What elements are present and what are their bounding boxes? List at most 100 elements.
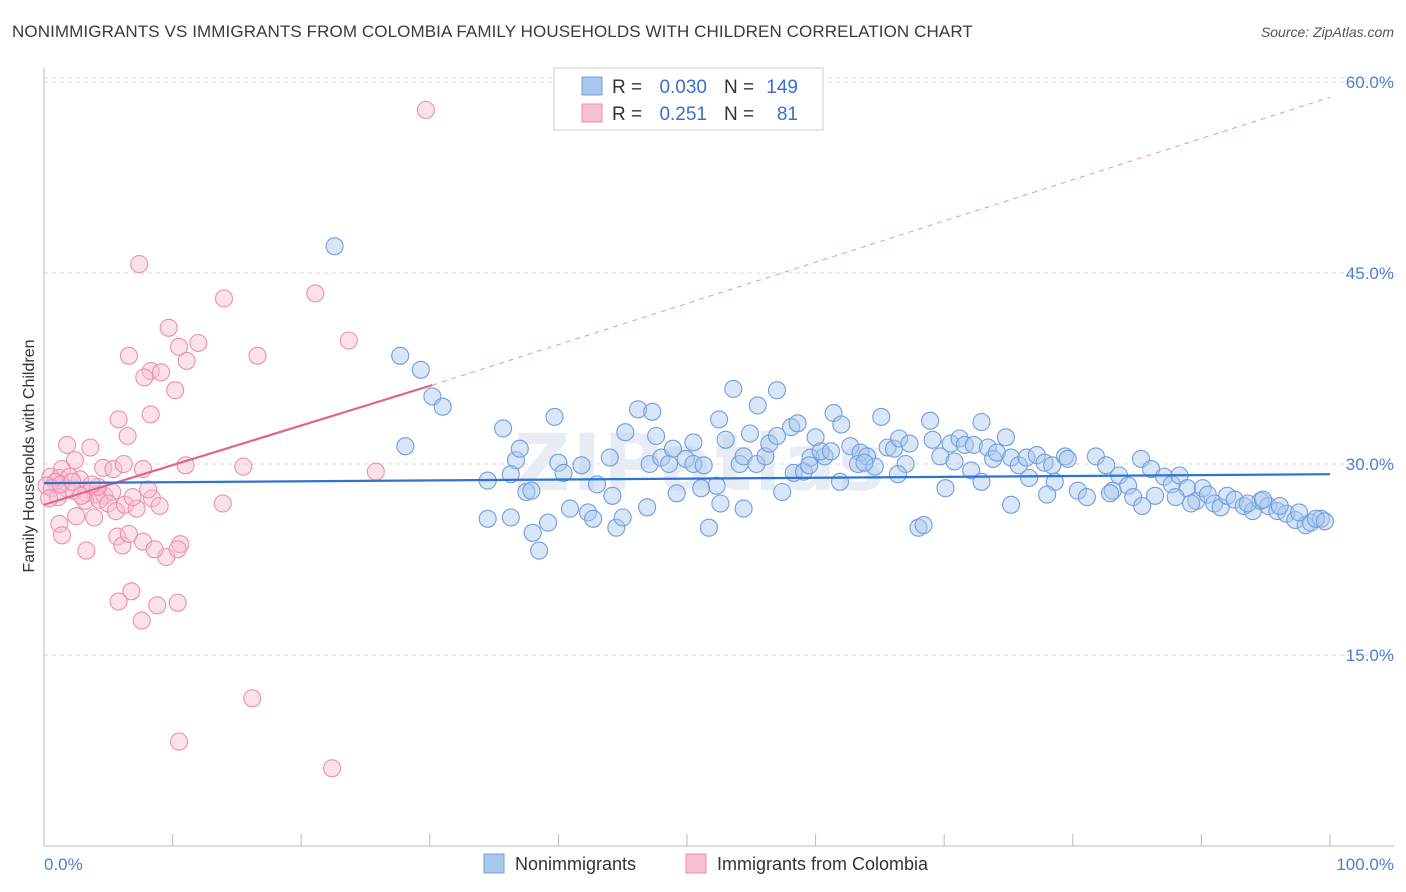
nonimmigrants-point <box>941 434 960 453</box>
nonimmigrants-point <box>1254 490 1273 509</box>
nonimmigrants-point <box>530 541 549 560</box>
nonimmigrants-point <box>506 451 526 470</box>
immigrants-colombia-point <box>130 255 149 274</box>
immigrants-colombia-point <box>109 592 128 611</box>
legend-n-value-1: 149 <box>766 77 798 98</box>
immigrants-colombia-point <box>243 689 262 708</box>
nonimmigrants-point <box>1211 498 1230 517</box>
immigrants-colombia-point <box>168 540 187 559</box>
bottom-legend-swatch-nonimmigrants <box>483 853 505 874</box>
nonimmigrants-point <box>1017 448 1036 467</box>
y-tick-label-15: 15.0% <box>1346 646 1394 665</box>
nonimmigrants-point <box>603 486 622 505</box>
immigrants-colombia-point <box>67 507 86 526</box>
y-tick-labels: 15.0% 30.0% 45.0% 60.0% <box>1346 73 1394 665</box>
nonimmigrants-point <box>629 400 648 419</box>
legend-r-value-2: 0.251 <box>659 104 707 125</box>
y-axis-title: Family Households with Children <box>21 340 38 573</box>
immigrants-colombia-point <box>81 438 100 457</box>
nonimmigrants-point <box>692 479 711 498</box>
nonimmigrants-point <box>1056 447 1075 466</box>
chart-title: NONIMMIGRANTS VS IMMIGRANTS FROM COLOMBI… <box>12 22 973 41</box>
immigrants-colombia-point <box>85 508 104 527</box>
nonimmigrants-point <box>1198 485 1217 504</box>
nonimmigrants-point <box>972 412 991 432</box>
immigrants-colombia-point <box>114 454 133 474</box>
nonimmigrants-point <box>1077 488 1096 507</box>
immigrants-colombia-point <box>171 535 190 554</box>
nonimmigrants-point <box>1155 467 1174 486</box>
nonimmigrants-point <box>663 439 682 458</box>
nonimmigrants-point <box>560 499 580 518</box>
nonimmigrants-point <box>684 433 703 452</box>
nonimmigrants-point <box>1097 456 1116 475</box>
nonimmigrants-point <box>607 518 626 537</box>
nonimmigrants-point <box>865 457 884 476</box>
immigrants-colombia-point <box>106 502 126 521</box>
nonimmigrants-point <box>391 346 410 365</box>
nonimmigrants-point <box>710 410 729 429</box>
nonimmigrants-point <box>1315 512 1334 531</box>
nonimmigrants-point <box>396 437 415 456</box>
nonimmigrants-point <box>1133 496 1152 516</box>
immigrants-colombia-point <box>77 541 96 560</box>
immigrants-colombia-point <box>150 496 169 516</box>
immigrants-trend-extension <box>432 96 1331 386</box>
immigrants-colombia-point <box>145 540 164 559</box>
grid-lines <box>44 77 1394 656</box>
nonimmigrants-point <box>978 438 997 457</box>
nonimmigrants-point <box>987 443 1006 462</box>
nonimmigrants-point <box>945 452 964 471</box>
immigrants-colombia-point <box>119 346 138 365</box>
nonimmigrants-point <box>616 423 635 442</box>
nonimmigrants-point <box>909 518 928 537</box>
x-tick-label-min: 0.0% <box>44 855 83 874</box>
nonimmigrants-trend-line <box>43 473 1331 485</box>
immigrants-colombia-point <box>135 368 154 387</box>
immigrants-colombia-point <box>139 480 158 499</box>
nonimmigrants-point <box>1270 496 1289 516</box>
immigrants-colombia-point <box>122 582 141 601</box>
chart-source: Source: ZipAtlas.com <box>1260 24 1394 40</box>
y-tick-label-30: 30.0% <box>1346 455 1394 474</box>
nonimmigrants-point <box>767 426 787 446</box>
immigrants-colombia-point <box>166 381 185 400</box>
nonimmigrants-point <box>1020 468 1039 488</box>
nonimmigrants-point <box>659 454 679 474</box>
y-tick-label-60: 60.0% <box>1346 73 1394 92</box>
nonimmigrants-point <box>411 360 430 379</box>
x-tick-label-max: 100.0% <box>1336 855 1394 874</box>
nonimmigrants-point <box>1086 447 1105 466</box>
immigrants-colombia-point <box>323 759 342 778</box>
nonimmigrants-point <box>801 448 820 467</box>
nonimmigrants-point <box>773 482 792 502</box>
nonimmigrants-point <box>494 419 513 438</box>
nonimmigrants-point <box>699 518 718 537</box>
immigrants-colombia-point <box>113 536 132 555</box>
nonimmigrants-point <box>554 463 573 482</box>
nonimmigrants-point <box>1238 494 1257 513</box>
nonimmigrants-point <box>900 434 919 453</box>
legend-swatch-nonimmigrants <box>581 76 603 96</box>
immigrants-colombia-point <box>151 363 171 382</box>
nonimmigrants-point <box>647 426 666 446</box>
legend-n-label-1: N = <box>724 77 754 98</box>
nonimmigrants-point <box>748 396 767 415</box>
immigrants-colombia-point <box>148 596 167 615</box>
nonimmigrants-point <box>788 414 807 433</box>
immigrants-colombia-point <box>169 732 189 751</box>
y-tick-label-45: 45.0% <box>1346 264 1394 283</box>
nonimmigrants-point <box>931 447 950 466</box>
nonimmigrants-point <box>734 499 753 518</box>
nonimmigrants-point <box>1166 488 1185 507</box>
nonimmigrants-point <box>1038 485 1057 504</box>
immigrants-colombia-point <box>339 331 358 350</box>
legend-n-label-2: N = <box>724 104 754 125</box>
nonimmigrants-point <box>811 442 830 461</box>
nonimmigrants-point <box>760 434 779 453</box>
nonimmigrants-point <box>841 437 860 456</box>
nonimmigrants-point <box>613 508 632 527</box>
series-legend: Nonimmigrants Immigrants from Colombia <box>483 853 929 874</box>
legend-n-value-2: 81 <box>777 104 798 125</box>
nonimmigrants-point <box>921 411 940 430</box>
